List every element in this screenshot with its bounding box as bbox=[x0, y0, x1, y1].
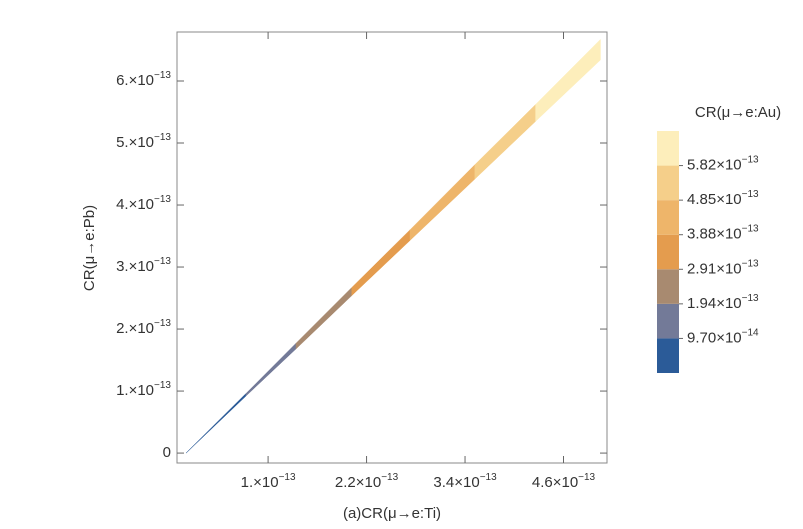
colorbar-title: CR(μ→e:Au) bbox=[695, 104, 781, 121]
y-tick-label: 1.×10−13 bbox=[116, 380, 171, 399]
colorbar-swatch bbox=[657, 338, 679, 373]
colorbar-tick-label-text: 3.88×10 bbox=[687, 226, 742, 243]
colorbar-tick-label: 4.85×10−13 bbox=[687, 189, 759, 208]
colorbar-tick-label: 3.88×10−13 bbox=[687, 223, 759, 242]
y-tick-label-text: 1.×10 bbox=[116, 382, 154, 399]
x-tick-label-exponent: −13 bbox=[480, 472, 497, 483]
colorbar-tick-label-exponent: −13 bbox=[742, 292, 759, 303]
contour-region bbox=[245, 342, 297, 397]
colorbar-swatch bbox=[657, 269, 679, 304]
x-axis-label: (a)CR(μ→e:Ti) bbox=[343, 505, 441, 522]
y-tick-label-text: 5.×10 bbox=[116, 134, 154, 151]
x-tick-label-exponent: −13 bbox=[279, 472, 296, 483]
colorbar-tick-label-exponent: −13 bbox=[742, 154, 759, 165]
x-tick-label: 2.2×10−13 bbox=[335, 472, 399, 491]
colorbar-tick-label-exponent: −13 bbox=[742, 223, 759, 234]
x-tick-label: 4.6×10−13 bbox=[532, 472, 596, 491]
x-tick-label-exponent: −13 bbox=[381, 472, 398, 483]
colorbar-tick-label-exponent: −13 bbox=[742, 189, 759, 200]
x-tick-label-text: 3.4×10 bbox=[433, 474, 479, 491]
x-tick-label-text: 4.6×10 bbox=[532, 474, 578, 491]
y-tick-label-exponent: −13 bbox=[154, 318, 171, 329]
y-tick-label-exponent: −13 bbox=[154, 132, 171, 143]
colorbar-tick-label-text: 4.85×10 bbox=[687, 191, 742, 208]
y-tick-label-exponent: −13 bbox=[154, 380, 171, 391]
plot-frame bbox=[176, 31, 608, 464]
y-tick-label: 0 bbox=[163, 444, 171, 461]
x-tick-label-exponent: −13 bbox=[578, 472, 595, 483]
y-tick-label: 4.×10−13 bbox=[116, 194, 171, 213]
colorbar-tick-label-text: 5.82×10 bbox=[687, 157, 742, 174]
y-tick-label-text: 2.×10 bbox=[116, 320, 154, 337]
y-tick-label-text: 6.×10 bbox=[116, 72, 154, 89]
contour-region bbox=[295, 286, 353, 350]
colorbar-swatch bbox=[657, 234, 679, 270]
y-tick-label-exponent: −13 bbox=[154, 194, 171, 205]
contour-region bbox=[474, 103, 536, 180]
y-axis-label: CR(μ→e:Pb) bbox=[81, 205, 98, 291]
colorbar-swatch bbox=[657, 131, 679, 166]
colorbar-tick-label: 9.70×10−14 bbox=[687, 327, 759, 346]
colorbar-tick-label-text: 2.91×10 bbox=[687, 260, 742, 277]
y-tick-label: 5.×10−13 bbox=[116, 132, 171, 151]
colorbar-tick-label-exponent: −13 bbox=[742, 258, 759, 269]
x-tick-label: 1.×10−13 bbox=[241, 472, 296, 491]
x-tick-label-text: 2.2×10 bbox=[335, 474, 381, 491]
y-tick-label: 3.×10−13 bbox=[116, 256, 171, 275]
colorbar-swatch bbox=[657, 165, 679, 201]
x-tick-label-text: 1.×10 bbox=[241, 474, 279, 491]
contour-region bbox=[351, 229, 411, 297]
colorbar-tick-label: 2.91×10−13 bbox=[687, 258, 759, 277]
contour-region bbox=[409, 164, 476, 241]
colorbar-tick-label-exponent: −14 bbox=[742, 327, 759, 338]
colorbar-tick-label-text: 9.70×10 bbox=[687, 329, 742, 346]
y-tick-label-text: 4.×10 bbox=[116, 196, 154, 213]
colorbar-tick-label: 5.82×10−13 bbox=[687, 154, 759, 173]
y-tick-label: 6.×10−13 bbox=[116, 70, 171, 89]
colorbar-tick-label: 1.94×10−13 bbox=[687, 292, 759, 311]
x-tick-label: 3.4×10−13 bbox=[433, 472, 497, 491]
colorbar-tick-label-text: 1.94×10 bbox=[687, 295, 742, 312]
y-tick-label-exponent: −13 bbox=[154, 256, 171, 267]
colorbar-swatch bbox=[657, 200, 679, 235]
colorbar-swatch bbox=[657, 303, 679, 339]
y-tick-label-text: 3.×10 bbox=[116, 258, 154, 275]
contour-region bbox=[185, 392, 247, 454]
contour-region bbox=[535, 38, 601, 122]
y-tick-label-exponent: −13 bbox=[154, 70, 171, 81]
y-tick-label: 2.×10−13 bbox=[116, 318, 171, 337]
